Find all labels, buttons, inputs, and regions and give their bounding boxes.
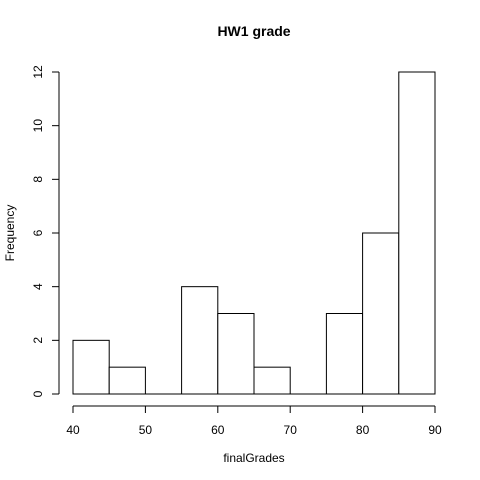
histogram-bar (72, 339, 110, 395)
x-axis: 40 50 60 70 80 90 (66, 405, 442, 437)
histogram-bar (253, 366, 291, 395)
y-tick-label: 12 (31, 65, 45, 79)
histogram-bar (398, 71, 436, 395)
y-axis: 0 2 4 6 8 10 12 (31, 65, 60, 397)
x-axis-label: finalGrades (223, 451, 284, 465)
histogram-bar (325, 313, 364, 395)
histogram-bar (362, 232, 400, 395)
x-tick-label: 80 (356, 423, 370, 437)
y-tick-label: 2 (31, 337, 45, 344)
y-tick-label: 4 (31, 283, 45, 290)
y-tick-label: 10 (31, 119, 45, 133)
x-tick-label: 50 (139, 423, 153, 437)
bars-group (72, 71, 436, 395)
x-tick-label: 70 (284, 423, 298, 437)
chart-title: HW1 grade (217, 23, 290, 39)
y-tick-label: 8 (31, 176, 45, 183)
histogram-bar (217, 313, 255, 395)
histogram-bar (108, 366, 146, 395)
x-tick-label: 40 (66, 423, 80, 437)
y-axis-label: Frequency (3, 205, 17, 262)
histogram-bar (181, 286, 219, 395)
x-tick-label: 60 (211, 423, 225, 437)
y-tick-label: 6 (31, 229, 45, 236)
x-tick-label: 90 (428, 423, 442, 437)
y-tick-label: 0 (31, 390, 45, 397)
